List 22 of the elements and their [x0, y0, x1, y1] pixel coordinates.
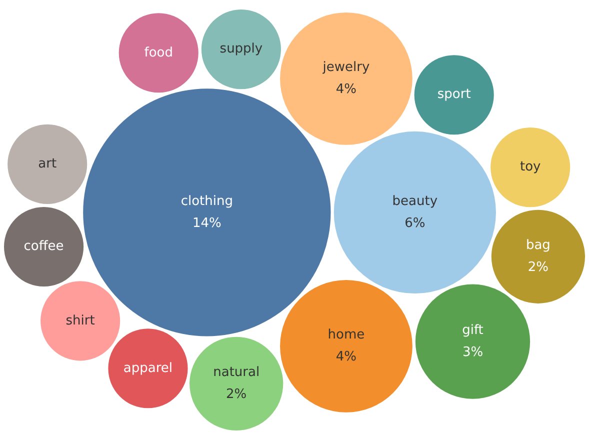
category-label: supply — [220, 42, 263, 57]
category-label: natural — [213, 365, 260, 380]
category-label: beauty — [392, 194, 438, 209]
data-label: 2% — [528, 260, 549, 276]
category-label: food — [144, 45, 173, 60]
category-label: toy — [520, 160, 542, 175]
data-label: 6% — [404, 216, 426, 231]
category-label: art — [38, 156, 57, 172]
category-label: coffee — [24, 239, 64, 254]
data-label: 4% — [336, 82, 357, 98]
category-label: bag — [526, 238, 550, 254]
category-label: apparel — [123, 360, 173, 376]
data-label: 4% — [336, 350, 357, 365]
data-label: 14% — [192, 216, 222, 231]
category-label: home — [328, 328, 365, 343]
data-label: 2% — [226, 387, 247, 402]
category-label: gift — [462, 322, 484, 338]
category-label: jewelry — [322, 60, 370, 76]
category-label: clothing — [180, 194, 233, 209]
category-label: shirt — [66, 313, 95, 328]
data-label: 3% — [462, 344, 484, 360]
category-label: sport — [437, 87, 471, 102]
